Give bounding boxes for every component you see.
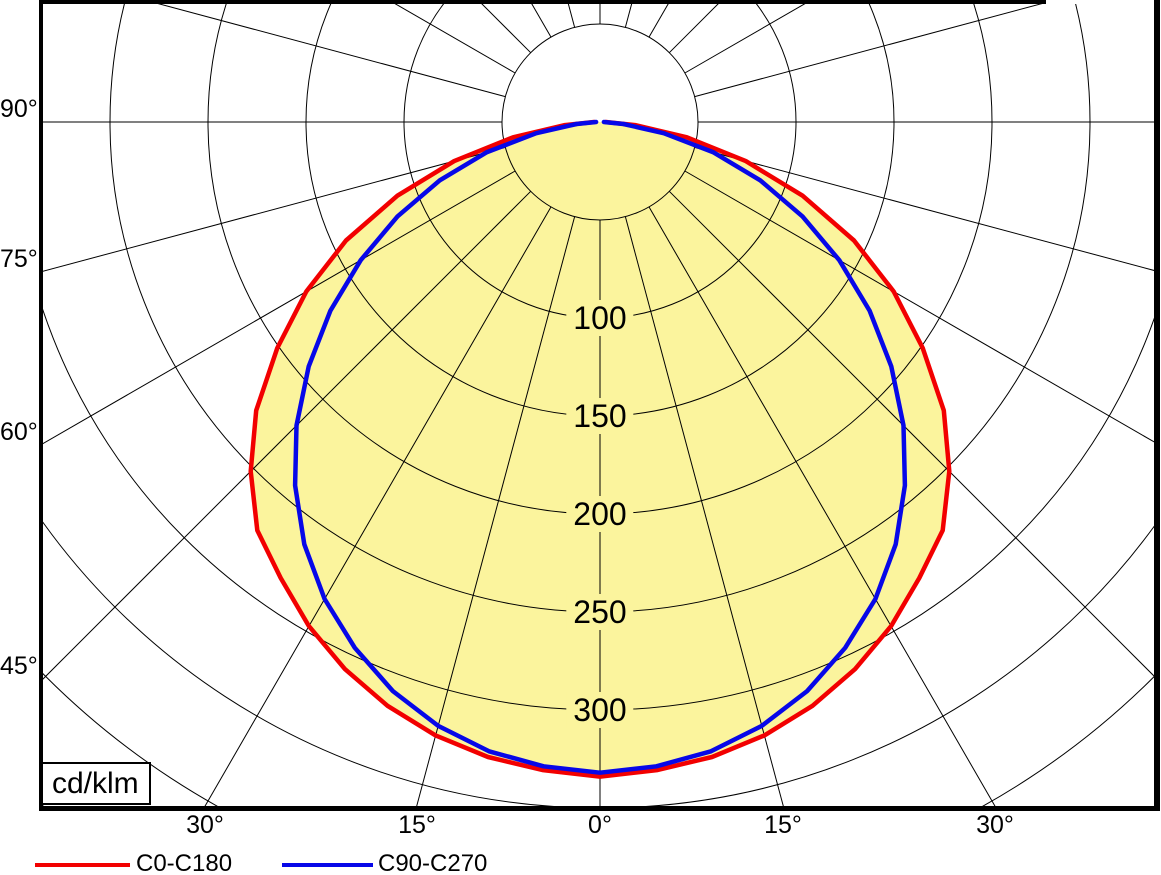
grid-ray-135-mirror — [481, 4, 532, 54]
bottom-tick-30-right: 30° — [976, 811, 1014, 839]
ring-label-100: 100 — [566, 300, 634, 336]
left-tick-75: 75° — [0, 245, 38, 273]
grid-ray-165-mirror — [567, 4, 576, 28]
grid-ray-105 — [694, 4, 1043, 98]
legend-swatch-c0-c180 — [35, 863, 130, 867]
legend-label-c0-c180: C0-C180 — [136, 850, 233, 875]
grid-ray-135 — [668, 4, 719, 54]
legend-label-c90-c270: C90-C270 — [378, 850, 488, 875]
bottom-tick-0: 0° — [588, 811, 612, 839]
grid-ray-75-mirror — [43, 146, 506, 272]
curve-c0-c180 — [248, 119, 952, 779]
bottom-tick-15-right: 15° — [764, 811, 802, 839]
grid-ray-15-mirror — [416, 216, 576, 806]
plot-border-top — [39, 0, 1046, 4]
grid-ray-30-mirror — [204, 206, 552, 806]
left-tick-45: 45° — [0, 652, 38, 680]
grid-ray-75 — [694, 146, 1154, 271]
left-tick-60: 60° — [0, 418, 38, 446]
bottom-tick-30-left: 30° — [186, 811, 224, 839]
left-tick-90: 90° — [0, 95, 38, 123]
grid-ray-60 — [684, 170, 1154, 443]
grid-ray-45 — [668, 190, 1154, 677]
grid-ray-15 — [624, 216, 784, 806]
units-box: cd/klm — [41, 762, 151, 805]
grid-ray-120 — [684, 4, 806, 74]
grid-ray-105-mirror — [157, 4, 506, 98]
ring-label-250: 250 — [566, 594, 634, 630]
grid-ray-165 — [624, 4, 633, 28]
curve-c90-c270 — [292, 119, 908, 775]
grid-ray-120-mirror — [394, 4, 516, 74]
grid-ray-150 — [648, 4, 669, 38]
plot-border-right — [1154, 0, 1160, 811]
grid-ray-30 — [648, 206, 996, 806]
grid-ray-150-mirror — [531, 4, 552, 38]
grid-ray-60-mirror — [43, 170, 516, 445]
ring-label-150: 150 — [566, 398, 634, 434]
plot-border-left — [39, 0, 43, 811]
ring-label-300: 300 — [566, 692, 634, 728]
bottom-tick-15-left: 15° — [398, 811, 436, 839]
ring-label-200: 200 — [566, 496, 634, 532]
legend-swatch-c90-c270 — [282, 863, 373, 867]
grid-ray-45-mirror — [43, 190, 532, 680]
plot-border-bottom — [39, 806, 1160, 811]
